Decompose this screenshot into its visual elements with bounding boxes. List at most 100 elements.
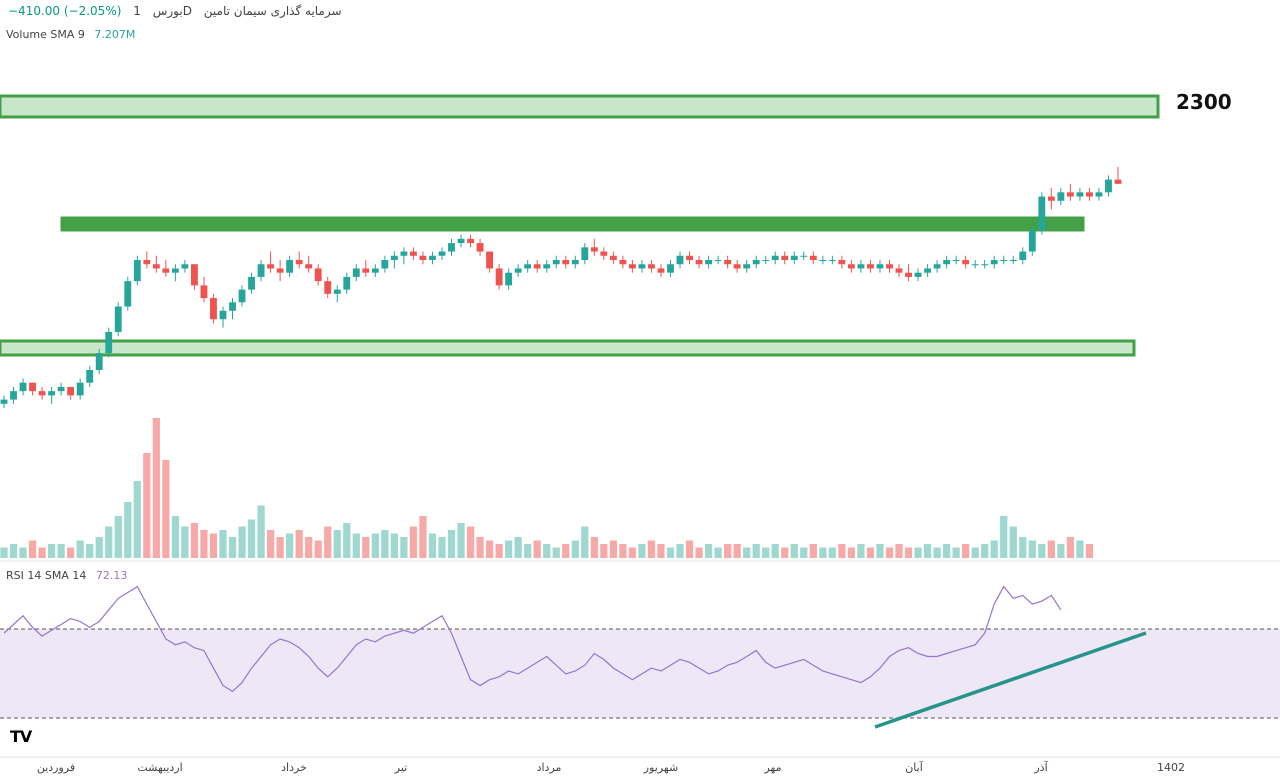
candle-body[interactable] [362,268,370,273]
resistance-zone-middle[interactable] [60,216,1085,232]
candle-body[interactable] [486,251,494,269]
candle-body[interactable] [847,264,855,269]
candle-body[interactable] [781,255,789,260]
interval-label[interactable]: 1D [133,4,192,18]
tradingview-logo-icon[interactable]: TV [6,724,36,750]
candle-body[interactable] [1019,251,1027,260]
candle-body[interactable] [67,386,75,396]
candle-body[interactable] [752,260,760,265]
candle-body[interactable] [686,255,693,260]
candle-body[interactable] [210,298,217,320]
candle-body[interactable] [429,255,436,260]
candle-body[interactable] [438,251,446,256]
support-zone[interactable] [0,339,1136,357]
candle-body[interactable] [305,264,313,269]
candle-body[interactable] [1028,230,1036,252]
candle-body[interactable] [257,264,265,277]
candle-body[interactable] [457,238,465,244]
candle-body[interactable] [743,264,751,269]
candle-body[interactable] [886,264,893,269]
candle-body[interactable] [29,382,36,392]
candle-body[interactable] [648,264,655,269]
candle-body[interactable] [409,251,417,256]
candle-body[interactable] [1057,192,1065,201]
candle-body[interactable] [943,260,951,265]
candle-body[interactable] [76,382,84,396]
symbol-title[interactable]: سرمایه گذاری سیمان تامین [203,4,342,18]
volume-legend[interactable]: Volume SMA 9 7.207M [6,28,135,41]
candle-body[interactable] [790,255,798,260]
candle-body[interactable] [667,264,674,273]
candle-body[interactable] [819,260,827,261]
candle-body[interactable] [38,391,46,396]
candle-body[interactable] [114,306,122,332]
candle-body[interactable] [981,264,989,266]
candle-body[interactable] [390,255,398,260]
candle-body[interactable] [286,260,294,273]
candle-body[interactable] [581,247,589,260]
candle-body[interactable] [600,251,608,256]
candle-body[interactable] [714,260,722,261]
candle-body[interactable] [152,264,160,269]
candle-body[interactable] [0,399,8,404]
candle-body[interactable] [676,255,684,265]
candle-body[interactable] [333,289,341,294]
candle-body[interactable] [10,391,17,400]
candle-body[interactable] [505,272,513,286]
candle-body[interactable] [267,264,275,269]
candle-body[interactable] [143,260,151,265]
candle-body[interactable] [724,260,732,265]
candle-body[interactable] [371,268,379,273]
candle-body[interactable] [105,331,113,354]
candle-body[interactable] [219,310,227,320]
candle-body[interactable] [95,353,103,370]
candle-body[interactable] [229,302,236,311]
candle-body[interactable] [1009,260,1017,261]
candle-body[interactable] [828,260,836,261]
candle-body[interactable] [876,264,884,269]
candle-body[interactable] [619,260,627,265]
candle-body[interactable] [133,260,141,282]
candle-body[interactable] [914,272,922,277]
candle-body[interactable] [419,255,427,260]
candle-body[interactable] [905,272,912,277]
candle-body[interactable] [19,382,27,392]
rsi-legend[interactable]: RSI 14 SMA 14 72.13 [6,569,127,582]
candle-body[interactable] [638,264,646,269]
candle-body[interactable] [695,260,703,265]
candle-body[interactable] [400,251,408,256]
candle-body[interactable] [343,276,351,290]
candle-body[interactable] [324,281,332,294]
candle-body[interactable] [352,268,360,277]
candle-body[interactable] [181,264,189,269]
candle-body[interactable] [86,370,94,383]
candle-body[interactable] [800,255,808,257]
candle-body[interactable] [924,268,932,273]
candle-body[interactable] [514,268,522,273]
candle-body[interactable] [171,268,179,273]
candle-body[interactable] [295,260,303,265]
candle-body[interactable] [467,238,474,244]
candle-body[interactable] [809,255,817,260]
candle-body[interactable] [1000,260,1008,261]
candle-body[interactable] [762,260,770,261]
candle-body[interactable] [609,255,617,260]
candle-body[interactable] [1066,192,1074,197]
resistance-zone-top[interactable] [0,94,1160,119]
candle-body[interactable] [962,260,970,265]
candle-body[interactable] [476,243,484,252]
candle-body[interactable] [705,260,713,265]
candle-body[interactable] [952,260,960,261]
candle-body[interactable] [562,260,570,265]
candle-body[interactable] [733,264,741,269]
candle-body[interactable] [1076,192,1084,197]
candle-body[interactable] [1038,196,1046,231]
candle-body[interactable] [543,264,551,269]
candle-body[interactable] [571,260,579,265]
candle-body[interactable] [552,260,560,265]
candle-body[interactable] [628,264,636,269]
candle-body[interactable] [895,268,903,273]
candle-body[interactable] [971,264,979,266]
candle-body[interactable] [238,289,246,303]
